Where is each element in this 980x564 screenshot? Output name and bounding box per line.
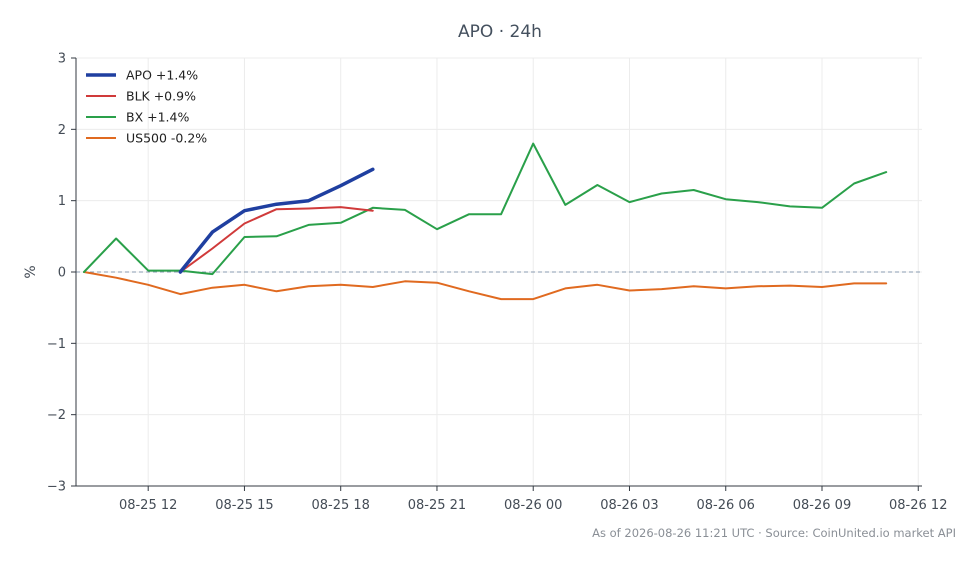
x-tick-label: 08-26 00 bbox=[504, 498, 562, 513]
series-line-1 bbox=[179, 206, 374, 273]
chart-title: APO · 24h bbox=[458, 22, 542, 42]
footer-source: As of 2026-08-26 11:21 UTC · Source: Coi… bbox=[592, 526, 956, 540]
x-tick-label: 08-26 12 bbox=[889, 498, 947, 513]
legend-label: BX +1.4% bbox=[126, 110, 189, 125]
legend-label: APO +1.4% bbox=[126, 68, 198, 83]
y-tick-label: −2 bbox=[47, 408, 66, 423]
y-axis-label: % bbox=[23, 265, 39, 278]
x-tick-label: 08-26 03 bbox=[600, 498, 658, 513]
y-tick-label: −3 bbox=[47, 480, 66, 495]
y-tick-label: −1 bbox=[47, 337, 66, 352]
series-line-0 bbox=[178, 167, 375, 274]
y-tick-label: 0 bbox=[58, 266, 66, 281]
x-tick-label: 08-25 21 bbox=[408, 498, 466, 513]
legend-label: BLK +0.9% bbox=[126, 89, 196, 104]
series-lines bbox=[83, 142, 888, 301]
legend-label: US500 -0.2% bbox=[126, 131, 207, 146]
x-tick-label: 08-25 12 bbox=[119, 498, 177, 513]
x-tick-label: 08-25 15 bbox=[215, 498, 273, 513]
x-tick-label: 08-26 09 bbox=[793, 498, 851, 513]
x-tick-label: 08-26 06 bbox=[697, 498, 755, 513]
series-line-2 bbox=[83, 142, 888, 276]
x-tick-label: 08-25 18 bbox=[311, 498, 369, 513]
x-ticks: 08-25 12 08-25 15 08-25 18 08-25 21 08-26 00… bbox=[119, 486, 947, 513]
series-line-3 bbox=[83, 271, 888, 301]
legend: APO +1.4% BLK +0.9% BX +1.4% US500 -0.2% bbox=[86, 68, 207, 146]
y-tick-label: 2 bbox=[58, 123, 66, 138]
y-tick-label: 3 bbox=[58, 52, 66, 67]
y-tick-label: 1 bbox=[58, 194, 66, 209]
y-ticks: 3 2 1 0 −1 −2 −3 bbox=[47, 52, 76, 495]
